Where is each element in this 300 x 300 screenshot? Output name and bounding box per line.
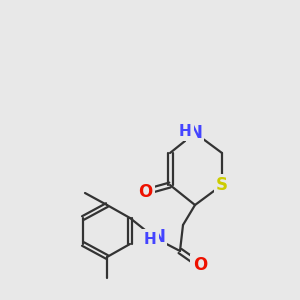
Text: S: S bbox=[216, 176, 228, 194]
Text: H: H bbox=[178, 124, 191, 139]
Text: O: O bbox=[138, 183, 152, 201]
Text: O: O bbox=[193, 256, 207, 274]
Text: N: N bbox=[188, 124, 202, 142]
Text: N: N bbox=[151, 228, 165, 246]
Text: H: H bbox=[144, 232, 156, 247]
